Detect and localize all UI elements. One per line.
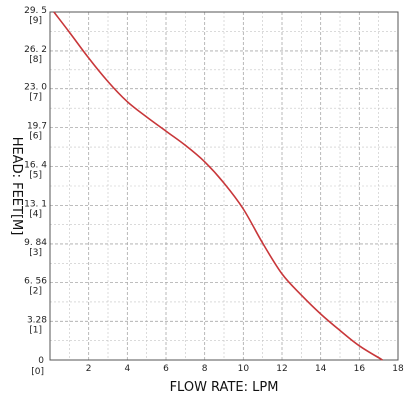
x-axis-title: FLOW RATE: LPM bbox=[170, 380, 279, 395]
x-tick-label: 10 bbox=[238, 364, 250, 374]
y-tick-label-feet: 29. 5 bbox=[24, 6, 47, 16]
x-tick-label: 16 bbox=[354, 364, 366, 374]
series-layer bbox=[53, 11, 383, 361]
y-tick-label-meters: [4] bbox=[29, 209, 42, 219]
y-tick-label-feet: 13. 1 bbox=[24, 199, 47, 209]
x-tick-label: 18 bbox=[392, 364, 404, 374]
x-tick-label: 4 bbox=[124, 364, 130, 374]
y-tick-label-meters: [9] bbox=[29, 16, 42, 26]
y-tick-label-feet: 23. 0 bbox=[24, 83, 47, 93]
grid bbox=[50, 12, 398, 360]
x-tick-label: 6 bbox=[163, 364, 169, 374]
y-tick-label-feet: 9. 84 bbox=[24, 238, 47, 248]
origin-label: 0 bbox=[38, 356, 44, 366]
y-tick-label-meters: [3] bbox=[29, 248, 42, 258]
y-tick-label-meters: [2] bbox=[29, 287, 42, 297]
tick-labels: 2 4 6 8 10 12 14 16 18 0[0] 3.28[1] 6. 56[2] 9. 84[3… bbox=[24, 6, 404, 377]
x-tick-label: 2 bbox=[86, 364, 92, 374]
y-tick-label-meters: [7] bbox=[29, 93, 42, 103]
y-tick-label-meters: [8] bbox=[29, 55, 42, 65]
pump-curve-line bbox=[53, 11, 383, 361]
y-tick-label-meters: [5] bbox=[29, 171, 42, 181]
y-tick-label-feet: 19.7 bbox=[27, 122, 47, 132]
y-tick-label-feet: 6. 56 bbox=[24, 277, 47, 287]
y-tick-label-meters: [1] bbox=[29, 325, 42, 335]
plot-frame bbox=[49, 11, 399, 361]
x-tick-label: 12 bbox=[276, 364, 287, 374]
y-tick-label-feet: 3.28 bbox=[27, 315, 47, 325]
x-tick-label: 8 bbox=[202, 364, 208, 374]
origin-label-meters: [0] bbox=[31, 367, 44, 377]
y-axis-title: HEAD: FEET[M] bbox=[9, 137, 24, 236]
y-tick-label-meters: [6] bbox=[29, 132, 42, 142]
x-tick-label: 14 bbox=[315, 364, 327, 374]
y-tick-label-feet: 16. 4 bbox=[24, 161, 47, 171]
y-tick-label-feet: 26. 2 bbox=[24, 45, 47, 55]
